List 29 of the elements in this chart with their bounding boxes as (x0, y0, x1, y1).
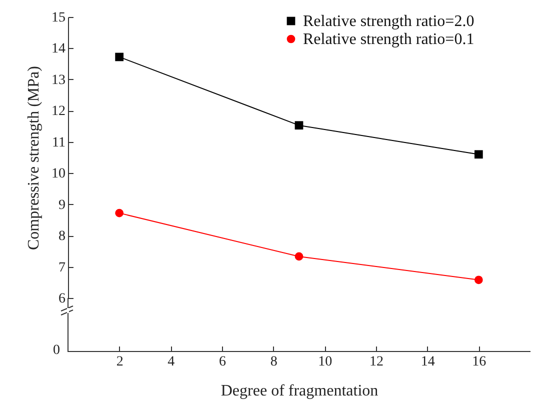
point (474, 150, 483, 159)
y-tick-label: 6 (58, 292, 66, 306)
x-tick-label: 4 (168, 354, 175, 370)
y-tick-label: 13 (52, 72, 66, 88)
y-tick-label: 10 (52, 166, 66, 182)
y-axis-title: Compressive strength (MPa) (26, 66, 42, 250)
y-tick-label: 9 (58, 198, 66, 213)
point (294, 121, 304, 130)
y-tick-label: 12 (52, 104, 66, 120)
y-tick-label: 7 (58, 260, 66, 276)
y-tick-label: 8 (58, 229, 66, 244)
y-tick-label: 14 (52, 42, 66, 57)
x-tick-label: 14 (420, 354, 435, 370)
x-tick-label: 16 (472, 354, 486, 370)
x-tick-label: 12 (370, 354, 384, 370)
point (115, 52, 124, 62)
x-tick-label: 8 (270, 354, 278, 370)
text: 0 (52, 343, 60, 359)
x-tick-label: 6 (219, 354, 226, 370)
legend-label: Relative strength ratio=0.1 (303, 31, 474, 48)
x-tick-label: 2 (116, 354, 124, 370)
point (294, 252, 304, 261)
point (115, 208, 124, 218)
x-tick-label: 10 (318, 354, 332, 370)
legend-label: Relative strength ratio=2.0 (303, 13, 474, 30)
y-tick-label: 15 (52, 10, 66, 26)
y-tick-label: 11 (52, 135, 66, 150)
point (474, 276, 483, 284)
x-axis-title: Degree of fragmentation (220, 382, 378, 400)
